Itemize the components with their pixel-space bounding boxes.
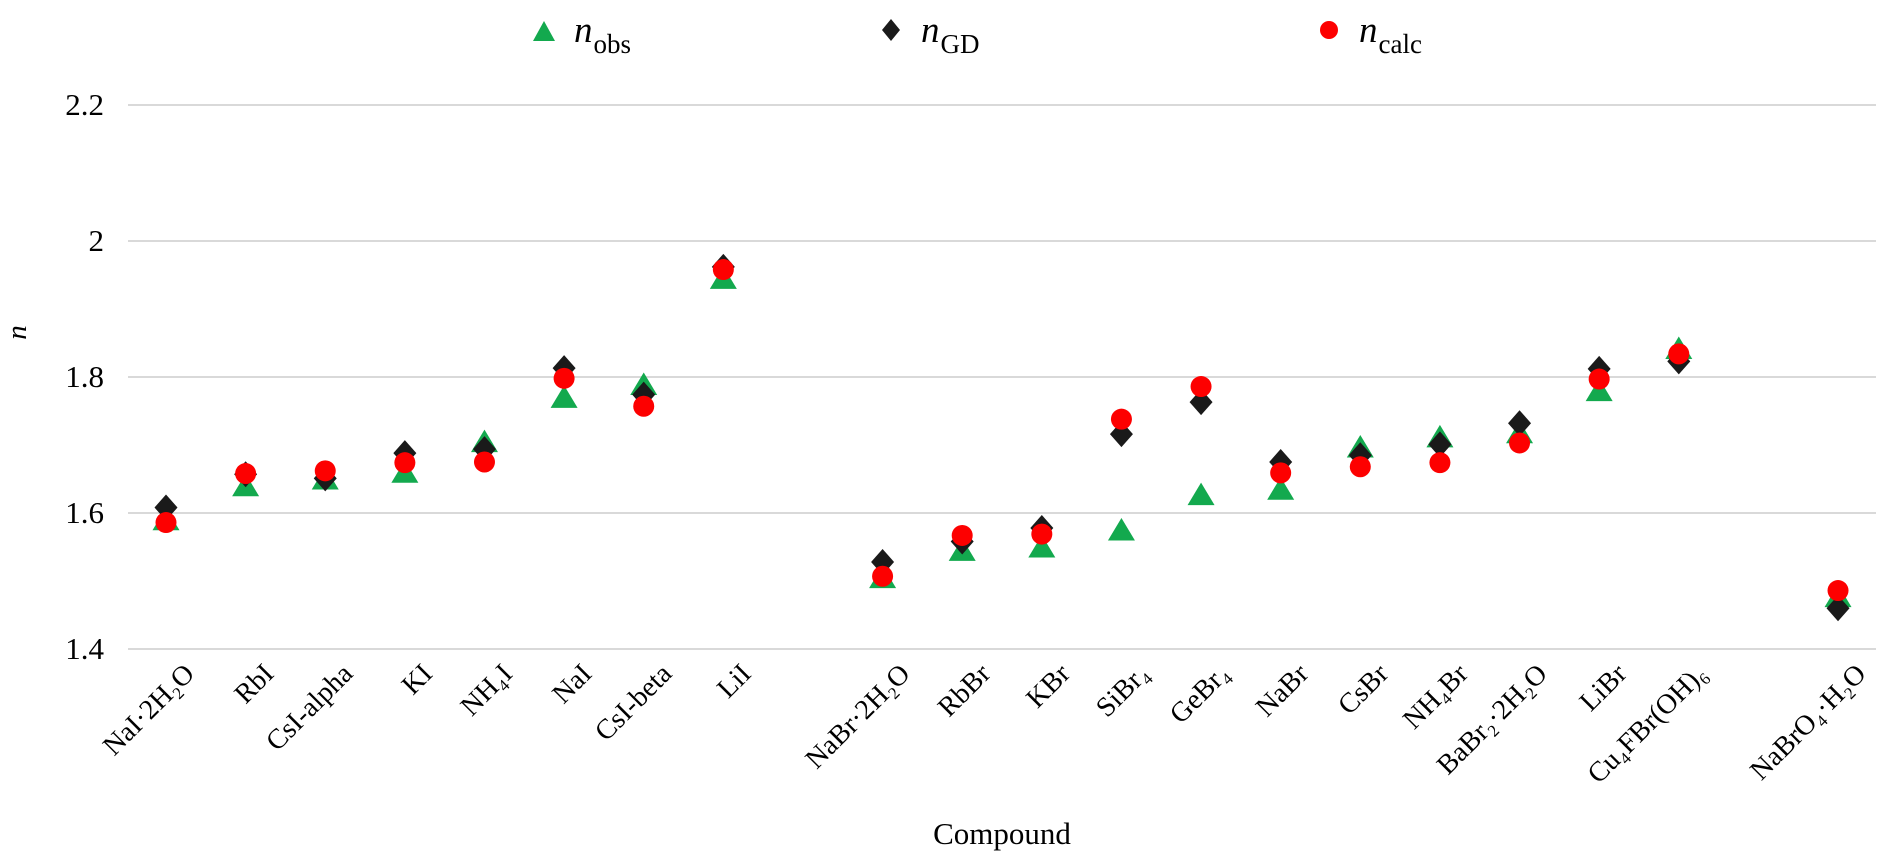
marker-n_obs-GeBr₄ [1187, 482, 1215, 506]
marker-n_obs-KBr [1028, 535, 1056, 558]
marker-n_calc-NH₄I [473, 451, 495, 473]
marker-n_calc-CsI-beta [633, 395, 655, 417]
marker-n_calc-NaI·2H₂O [155, 512, 177, 534]
marker-n_obs-NaI [550, 385, 578, 408]
legend-label-n-GD: nGD [921, 9, 980, 59]
marker-n_GD-NaBrO₄·H₂O [1826, 595, 1850, 622]
marker-n_calc-CsI-alpha [314, 460, 336, 482]
marker-n_calc-RbBr [951, 524, 973, 546]
diamond-icon [882, 19, 900, 41]
marker-n_calc-BaBr₂·2H₂O [1509, 432, 1531, 454]
triangle-icon [533, 21, 555, 41]
marker-n_calc-LiBr [1588, 368, 1610, 390]
legend: nobs nGD ncalc [0, 0, 1892, 59]
marker-n_obs-LiBr [1585, 378, 1613, 402]
marker-n_calc-KBr [1031, 523, 1053, 545]
marker-n_calc-LiI [712, 259, 734, 281]
marker-n_calc-NaBrO₄·H₂O [1827, 580, 1849, 602]
marker-n_obs-NaBr [1267, 477, 1295, 500]
marker-n_calc-NaI [553, 367, 575, 389]
legend-label-n-obs: nobs [574, 9, 632, 59]
marker-n_calc-NH₄Br [1429, 452, 1451, 474]
y-tick-label: 2 [88, 223, 105, 258]
y-tick-label: 2.2 [65, 87, 104, 122]
marker-n_calc-RbI [235, 463, 257, 485]
marker-n_GD-GeBr₄ [1189, 389, 1213, 416]
marker-n_calc-NaBr [1270, 462, 1292, 484]
circle-icon [1320, 21, 1338, 39]
marker-n_calc-GeBr₄ [1190, 376, 1212, 398]
marker-n_calc-NaBr·2H₂O [872, 565, 894, 587]
legend-item-n-GD: nGD [878, 4, 980, 59]
marker-n_calc-CsBr [1349, 456, 1371, 478]
legend-item-n-obs: nobs [531, 4, 632, 59]
marker-n_calc-SiBr₄ [1110, 408, 1132, 430]
legend-item-n-calc: ncalc [1316, 4, 1422, 59]
marker-n_GD-NH₄Br [1428, 431, 1452, 458]
y-tick-label: 1.8 [65, 359, 104, 394]
marker-n_obs-SiBr₄ [1107, 518, 1135, 541]
y-axis-title: n [0, 325, 33, 340]
marker-n_calc-KI [394, 452, 416, 474]
y-tick-label: 1.4 [65, 631, 104, 666]
legend-label-n-calc: ncalc [1359, 9, 1422, 59]
marker-n_calc-Cu₄FBr(OH)₆ [1668, 343, 1690, 365]
marker-n_GD-BaBr₂·2H₂O [1508, 410, 1532, 437]
x-axis-title: Compound [933, 816, 1071, 851]
y-tick-label: 1.6 [65, 495, 104, 530]
